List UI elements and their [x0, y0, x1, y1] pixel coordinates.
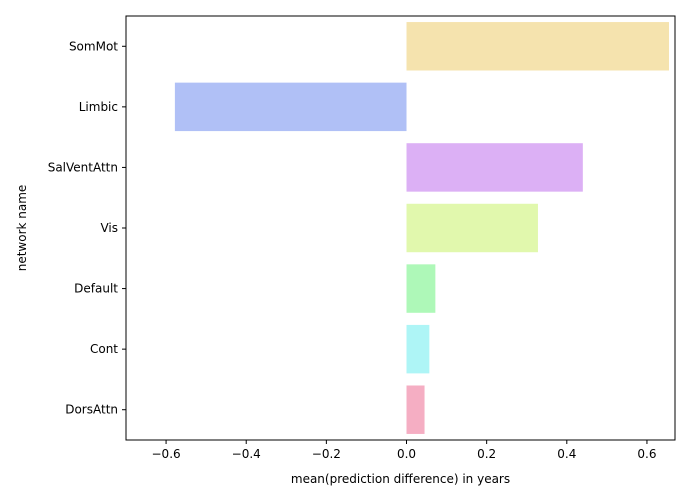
x-axis: −0.6 −0.4 −0.2 0.0 0.2 0.4 0.6 [152, 440, 656, 461]
x-axis-label: mean(prediction difference) in years [291, 472, 510, 486]
bar-salventattn [406, 143, 583, 192]
y-tick-label: DorsAttn [65, 403, 118, 417]
bar-sommot [406, 22, 669, 71]
x-tick-label: 0.4 [557, 447, 576, 461]
bar-vis [406, 203, 538, 253]
y-tick-label: Default [74, 282, 118, 296]
bar-limbic [174, 82, 407, 132]
y-tick-label: Limbic [79, 100, 118, 114]
bar-default [406, 264, 436, 313]
y-axis-label: network name [15, 185, 29, 272]
y-tick-label: SomMot [69, 39, 118, 53]
y-tick-label: Cont [90, 342, 118, 356]
bar-dorsattn [406, 385, 425, 434]
y-tick-label: SalVentAttn [48, 160, 118, 174]
bar-cont [406, 324, 430, 374]
x-tick-label: 0.0 [397, 447, 416, 461]
x-tick-label: 0.2 [477, 447, 496, 461]
y-tick-label: Vis [100, 221, 118, 235]
bars-layer [174, 22, 669, 434]
plot-frame [125, 15, 676, 441]
x-tick-label: −0.4 [232, 447, 261, 461]
y-axis: SomMot Limbic SalVentAttn Vis Default Cont Dor… [48, 39, 126, 417]
x-tick-label: −0.2 [312, 447, 341, 461]
x-tick-label: 0.6 [637, 447, 656, 461]
x-tick-label: −0.6 [152, 447, 181, 461]
